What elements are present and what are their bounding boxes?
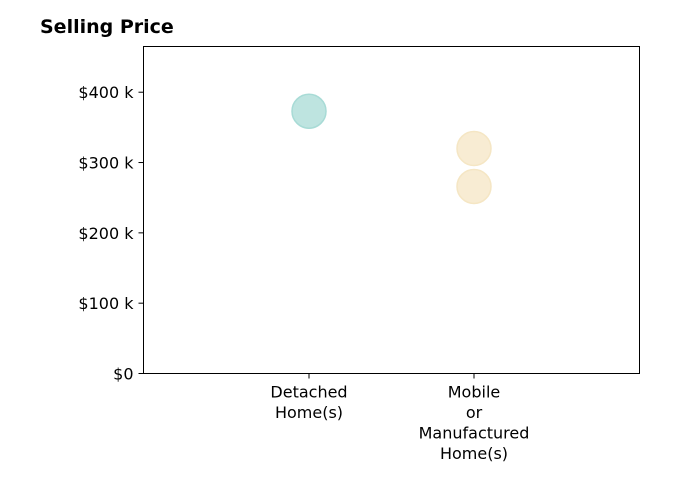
data-point [456, 130, 492, 167]
data-point [291, 93, 327, 129]
x-axis: Detached Home(s) Mobile or Manufactured Home(… [270, 373, 530, 464]
y-tick-label: $200 k [78, 224, 134, 243]
y-tick-label: $400 k [78, 83, 134, 102]
plot-frame [143, 46, 640, 374]
data-point [456, 168, 492, 205]
x-tick-label: Mobile or Manufactured Home(s) [419, 383, 530, 464]
x-tick-label: Detached Home(s) [270, 383, 347, 423]
y-axis: $0 $100 k $200 k $300 k $400 k [78, 83, 144, 384]
points-layer [291, 93, 492, 205]
y-tick-label: $100 k [78, 294, 134, 313]
y-tick-label: $300 k [78, 154, 134, 173]
y-tick-label: $0 [113, 365, 133, 384]
chart-title: Selling Price [40, 16, 174, 38]
